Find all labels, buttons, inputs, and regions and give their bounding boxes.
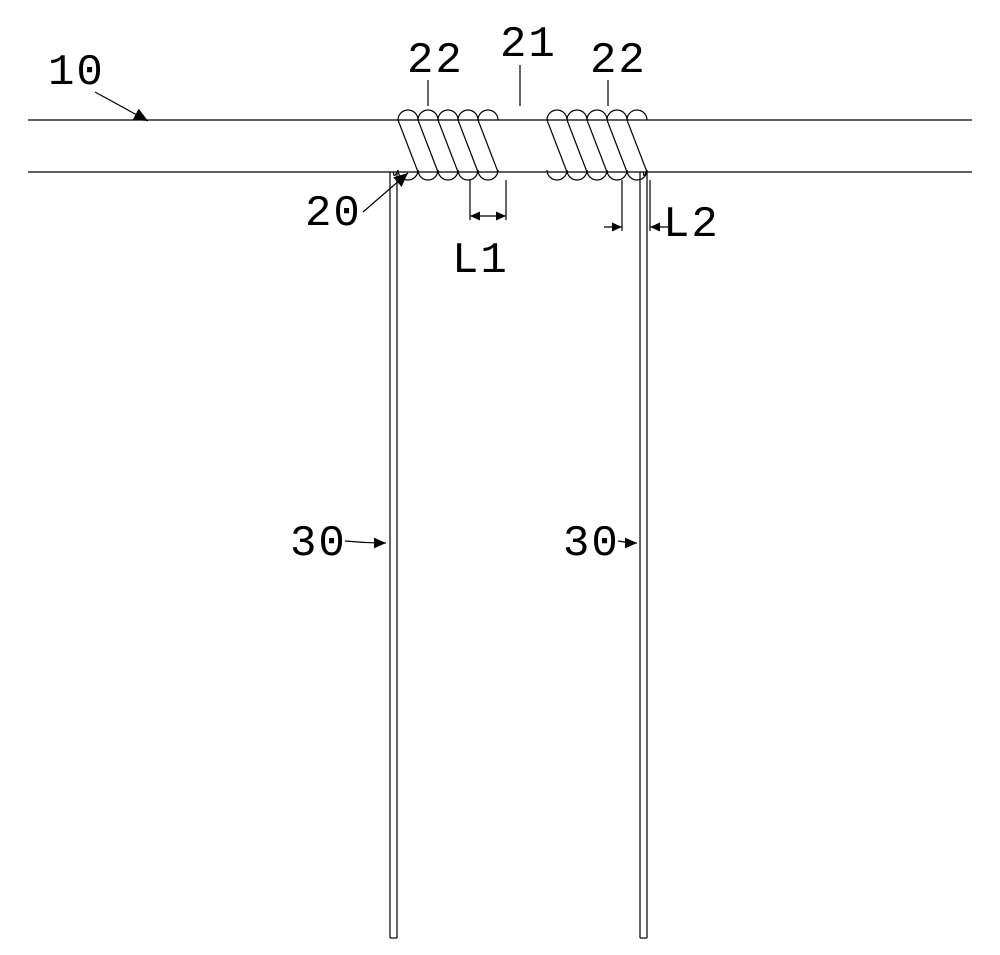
label-L1: L1: [452, 236, 509, 286]
label-n30R: 30: [563, 519, 620, 569]
label-L2: L2: [663, 200, 720, 250]
label-n10: 10: [48, 48, 105, 98]
technical-diagram: 10 20 21 22 22 30 30 L1 L2: [0, 0, 1000, 955]
label-n30L: 30: [290, 519, 347, 569]
label-n21: 21: [500, 20, 557, 70]
label-n22L: 22: [407, 36, 464, 86]
label-n22R: 22: [590, 36, 647, 86]
label-n20: 20: [305, 189, 362, 239]
